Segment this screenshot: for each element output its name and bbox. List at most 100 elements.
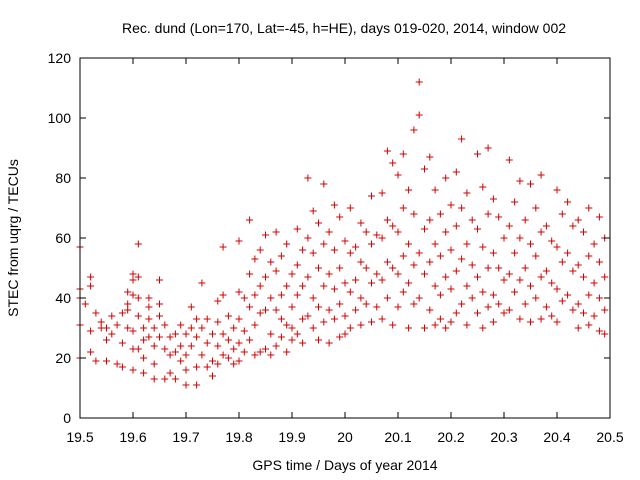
data-point — [564, 198, 572, 206]
data-point — [320, 318, 328, 326]
data-point — [495, 300, 503, 308]
x-tick-label: 19.6 — [119, 429, 146, 445]
data-point — [357, 321, 365, 329]
data-point — [484, 264, 492, 272]
data-point — [203, 339, 211, 347]
data-point — [251, 351, 259, 359]
data-point — [251, 321, 259, 329]
data-point — [171, 348, 179, 356]
data-point — [389, 264, 397, 272]
data-point — [177, 321, 185, 329]
data-point — [230, 360, 238, 368]
data-point — [315, 336, 322, 344]
data-point — [293, 261, 301, 269]
y-tick-label: 20 — [55, 350, 71, 366]
data-point — [330, 201, 338, 209]
data-point — [341, 330, 349, 338]
data-point — [431, 282, 439, 290]
data-point — [463, 189, 471, 197]
data-point — [505, 270, 513, 278]
data-point — [161, 321, 169, 329]
data-point — [251, 291, 259, 299]
data-point — [235, 315, 243, 323]
data-point — [378, 189, 386, 197]
data-point — [436, 210, 444, 218]
data-point — [309, 294, 317, 302]
data-point — [357, 258, 365, 266]
data-point — [346, 249, 354, 257]
data-point — [399, 252, 407, 260]
data-point — [383, 216, 391, 224]
data-point — [288, 324, 296, 332]
data-point — [262, 306, 269, 314]
data-point — [240, 294, 248, 302]
data-point — [145, 303, 153, 311]
data-point — [569, 306, 577, 314]
data-point — [182, 330, 190, 338]
data-point — [341, 312, 349, 320]
x-tick-label: 20.1 — [384, 429, 411, 445]
data-point — [595, 213, 603, 221]
data-point — [304, 174, 312, 182]
data-point — [187, 303, 195, 311]
data-point — [521, 300, 529, 308]
data-point — [474, 225, 481, 233]
data-point — [187, 342, 195, 350]
data-point — [389, 222, 397, 230]
plot-frame — [79, 57, 611, 419]
data-point — [447, 246, 455, 254]
data-point — [595, 294, 603, 302]
data-point — [92, 309, 100, 317]
data-point — [537, 228, 545, 236]
data-point — [585, 321, 593, 329]
x-tick-label: 19.8 — [225, 429, 252, 445]
data-point — [553, 186, 561, 194]
data-point — [484, 210, 492, 218]
data-point — [336, 300, 344, 308]
data-point — [214, 318, 222, 326]
data-point — [108, 312, 116, 320]
data-point — [134, 273, 142, 281]
data-point — [442, 273, 450, 281]
data-point — [230, 345, 238, 353]
data-point — [574, 324, 582, 332]
data-point — [203, 363, 211, 371]
data-point — [415, 111, 423, 119]
data-point — [124, 306, 132, 314]
data-point — [489, 195, 497, 203]
data-point — [426, 153, 434, 161]
data-point — [421, 225, 428, 233]
data-point — [527, 180, 534, 188]
data-point — [235, 339, 243, 347]
data-point — [399, 288, 407, 296]
data-point — [415, 78, 423, 86]
data-point — [129, 291, 137, 299]
data-point — [129, 270, 137, 278]
data-point — [293, 291, 301, 299]
data-point — [436, 291, 444, 299]
data-point — [527, 240, 534, 248]
data-point — [468, 216, 476, 224]
data-point — [590, 312, 598, 320]
data-point — [145, 294, 153, 302]
data-point — [405, 240, 413, 248]
data-point — [87, 282, 95, 290]
data-point — [410, 261, 418, 269]
data-point — [394, 228, 402, 236]
data-point — [156, 276, 163, 284]
data-point — [240, 348, 248, 356]
data-point — [325, 339, 333, 347]
x-tick-label: 20.2 — [437, 429, 464, 445]
data-point — [283, 282, 291, 290]
data-point — [558, 297, 566, 305]
data-point — [92, 357, 100, 365]
data-point — [399, 204, 407, 212]
data-point — [410, 210, 418, 218]
data-point — [368, 240, 375, 248]
data-point — [527, 282, 534, 290]
data-point — [495, 213, 503, 221]
data-point — [283, 321, 291, 329]
data-point — [378, 315, 386, 323]
data-point — [171, 375, 179, 383]
data-point — [193, 363, 201, 371]
